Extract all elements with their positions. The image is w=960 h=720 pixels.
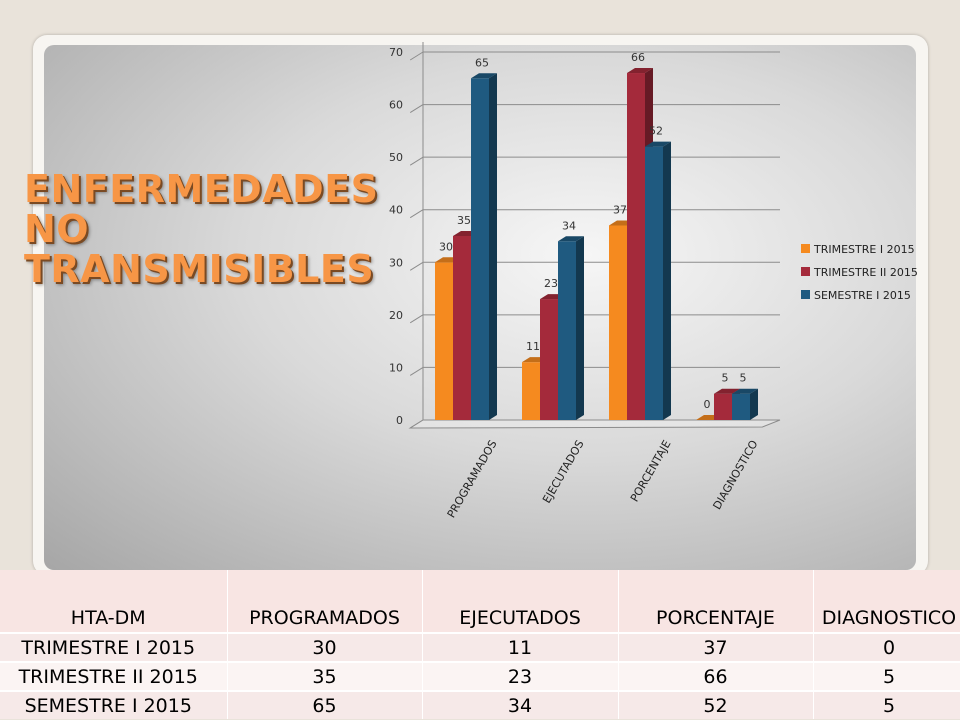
data-label: 5	[740, 372, 747, 385]
table-header-row: HTA-DM PROGRAMADOS EJECUTADOS PORCENTAJE…	[0, 570, 960, 633]
legend-label: TRIMESTRE I 2015	[813, 243, 915, 256]
legend-label: TRIMESTRE II 2015	[813, 266, 918, 279]
table-cell: 0	[813, 632, 960, 662]
data-label: 34	[562, 219, 576, 232]
table-cell: TRIMESTRE I 2015	[0, 632, 228, 662]
chart-gridline-side	[409, 209, 424, 219]
chart-gridline-side	[409, 261, 424, 271]
data-label: 11	[526, 340, 540, 353]
y-tick-label: 40	[389, 204, 403, 217]
category-label: PORCENTAJE	[628, 438, 674, 504]
table-cell: 65	[227, 690, 423, 719]
data-label: 0	[704, 398, 711, 411]
table-cell: 52	[618, 690, 814, 719]
data-label: 52	[649, 125, 663, 138]
table-cell: 66	[618, 661, 814, 691]
table-header-cell: PROGRAMADOS	[227, 570, 423, 633]
table-row: SEMESTRE I 2015 65 34 52 5	[0, 690, 960, 719]
data-label: 30	[439, 240, 453, 253]
y-tick-label: 20	[389, 309, 403, 322]
table-cell: 37	[618, 632, 814, 662]
chart-gridline-side	[409, 51, 424, 61]
data-label: 5	[722, 372, 729, 385]
chart-bar	[471, 73, 497, 421]
y-tick-label: 60	[389, 99, 403, 112]
y-tick-label: 30	[389, 256, 403, 269]
y-tick-label: 0	[396, 414, 403, 427]
chart-gridline-side	[409, 156, 424, 166]
data-label: 23	[544, 277, 558, 290]
table-cell: 23	[422, 661, 619, 691]
table-header-cell: EJECUTADOS	[422, 570, 619, 633]
chart-gridline-side	[409, 367, 424, 376]
chart-bar	[558, 236, 584, 420]
chart-floor	[408, 419, 781, 429]
chart-bar	[732, 388, 758, 420]
table-cell: 35	[227, 661, 423, 691]
category-label: DIAGNOSTICO	[710, 438, 760, 512]
slide-title: ENFERMEDADES NO TRANSMISIBLES	[24, 167, 379, 291]
table-header-cell: PORCENTAJE	[618, 570, 814, 633]
legend-swatch	[801, 290, 810, 299]
y-tick-label: 50	[389, 151, 403, 164]
legend-label: SEMESTRE I 2015	[814, 289, 911, 302]
chart-bar	[645, 141, 671, 420]
legend-swatch	[801, 244, 810, 253]
table-cell: TRIMESTRE II 2015	[0, 661, 228, 691]
data-label: 35	[457, 214, 471, 227]
table-cell: SEMESTRE I 2015	[0, 690, 228, 719]
category-label: PROGRAMADOS	[445, 438, 500, 520]
table-cell: 11	[422, 632, 619, 662]
table-header-cell: DIAGNOSTICO	[813, 570, 960, 633]
table-header-cell: HTA-DM	[0, 570, 228, 633]
table-cell: 5	[813, 661, 960, 691]
chart-gridline-side	[409, 104, 424, 113]
table-cell: 5	[813, 690, 960, 719]
data-label: 66	[631, 51, 645, 64]
legend-swatch	[801, 267, 810, 276]
table-cell: 34	[422, 690, 619, 719]
y-tick-label: 10	[389, 361, 403, 374]
table-row: TRIMESTRE II 2015 35 23 66 5	[0, 661, 960, 691]
table-row: TRIMESTRE I 2015 30 11 37 0	[0, 632, 960, 662]
bar-chart: 010203040506070303565PROGRAMADOS112334EJ…	[389, 42, 918, 520]
data-table: HTA-DM PROGRAMADOS EJECUTADOS PORCENTAJE…	[0, 570, 960, 719]
chart-gridline-side	[409, 314, 424, 324]
data-label: 65	[475, 56, 489, 69]
y-tick-label: 70	[389, 46, 403, 59]
data-label: 37	[613, 203, 627, 216]
category-label: EJECUTADOS	[540, 438, 586, 505]
table-cell: 30	[227, 632, 423, 662]
